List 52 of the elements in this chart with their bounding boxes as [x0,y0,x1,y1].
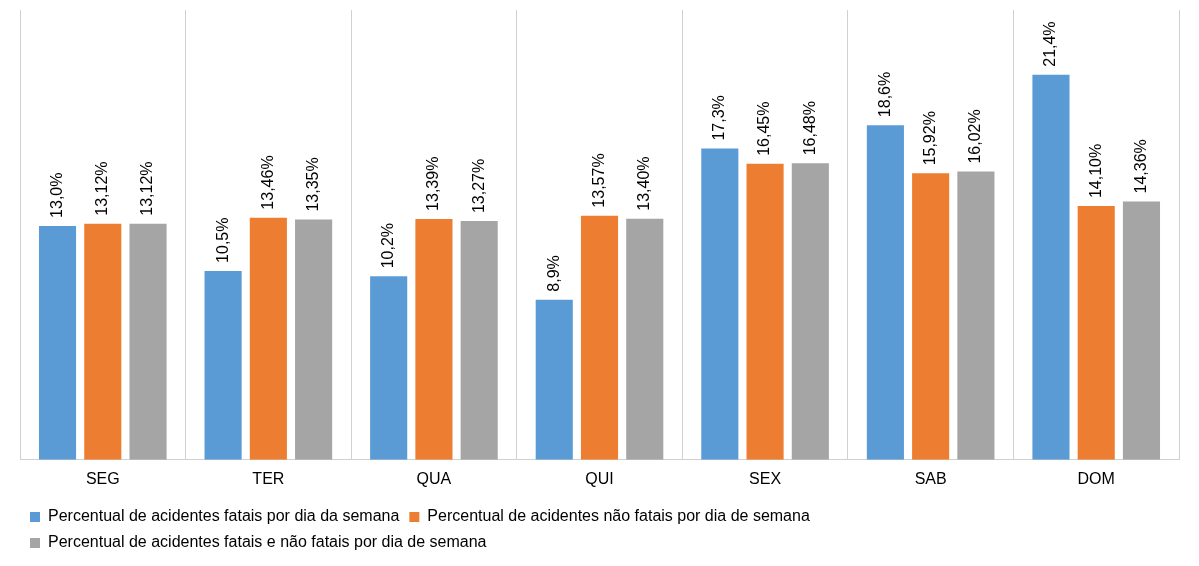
bar [249,217,287,460]
bar [84,223,122,460]
bar [460,221,498,460]
bar [370,276,408,460]
data-label: 13,12% [138,161,156,216]
bar [129,223,167,460]
data-label: 16,02% [966,109,984,164]
data-label: 10,2% [379,222,397,269]
bar [701,148,739,460]
data-label: 8,9% [544,255,562,292]
x-tick-label: DOM [1077,469,1115,487]
bar [1077,206,1115,460]
x-tick-label: SAB [914,469,947,487]
x-tick-label: SEX [749,469,782,487]
data-label: 17,3% [710,95,728,141]
data-label: 16,45% [755,101,773,156]
bar [535,299,573,460]
bar [866,125,904,460]
data-label: 13,57% [589,153,607,208]
x-tick-label: QUI [585,469,614,487]
x-tick-label: SEG [85,469,120,487]
data-label: 13,46% [258,155,276,210]
data-label: 13,40% [635,156,653,211]
data-label: 18,6% [875,71,893,118]
data-label: 14,10% [1086,143,1104,199]
data-label: 13,27% [469,158,487,214]
data-label: 10,5% [213,217,231,263]
bar [791,163,829,460]
bar [295,219,333,460]
data-label: 13,35% [304,157,322,212]
data-label: 21,4% [1041,21,1059,67]
bar [204,270,242,460]
bar [746,163,784,460]
x-tick-label: TER [252,469,285,487]
bar [580,215,619,460]
data-label: 13,39% [424,156,442,211]
data-label: 13,0% [47,172,65,218]
data-label: 14,36% [1131,139,1149,194]
bar [957,171,995,460]
bar [626,218,664,460]
legend-label: Percentual de acidentes fatais e não fatais por dia de semana [48,533,487,551]
legend-label: Percentual de acidentes fatais por dia da semana [48,507,400,525]
data-label: 15,92% [921,111,939,166]
x-tick-label: QUA [416,469,452,487]
bar [38,225,77,460]
bar [912,173,950,460]
bar [1122,201,1161,460]
data-label: 16,48% [800,101,818,156]
bar [415,218,453,460]
bar [1032,74,1070,460]
data-label: 13,12% [93,161,111,216]
legend-label: Percentual de acidentes não fatais por dia de semana [427,507,810,525]
